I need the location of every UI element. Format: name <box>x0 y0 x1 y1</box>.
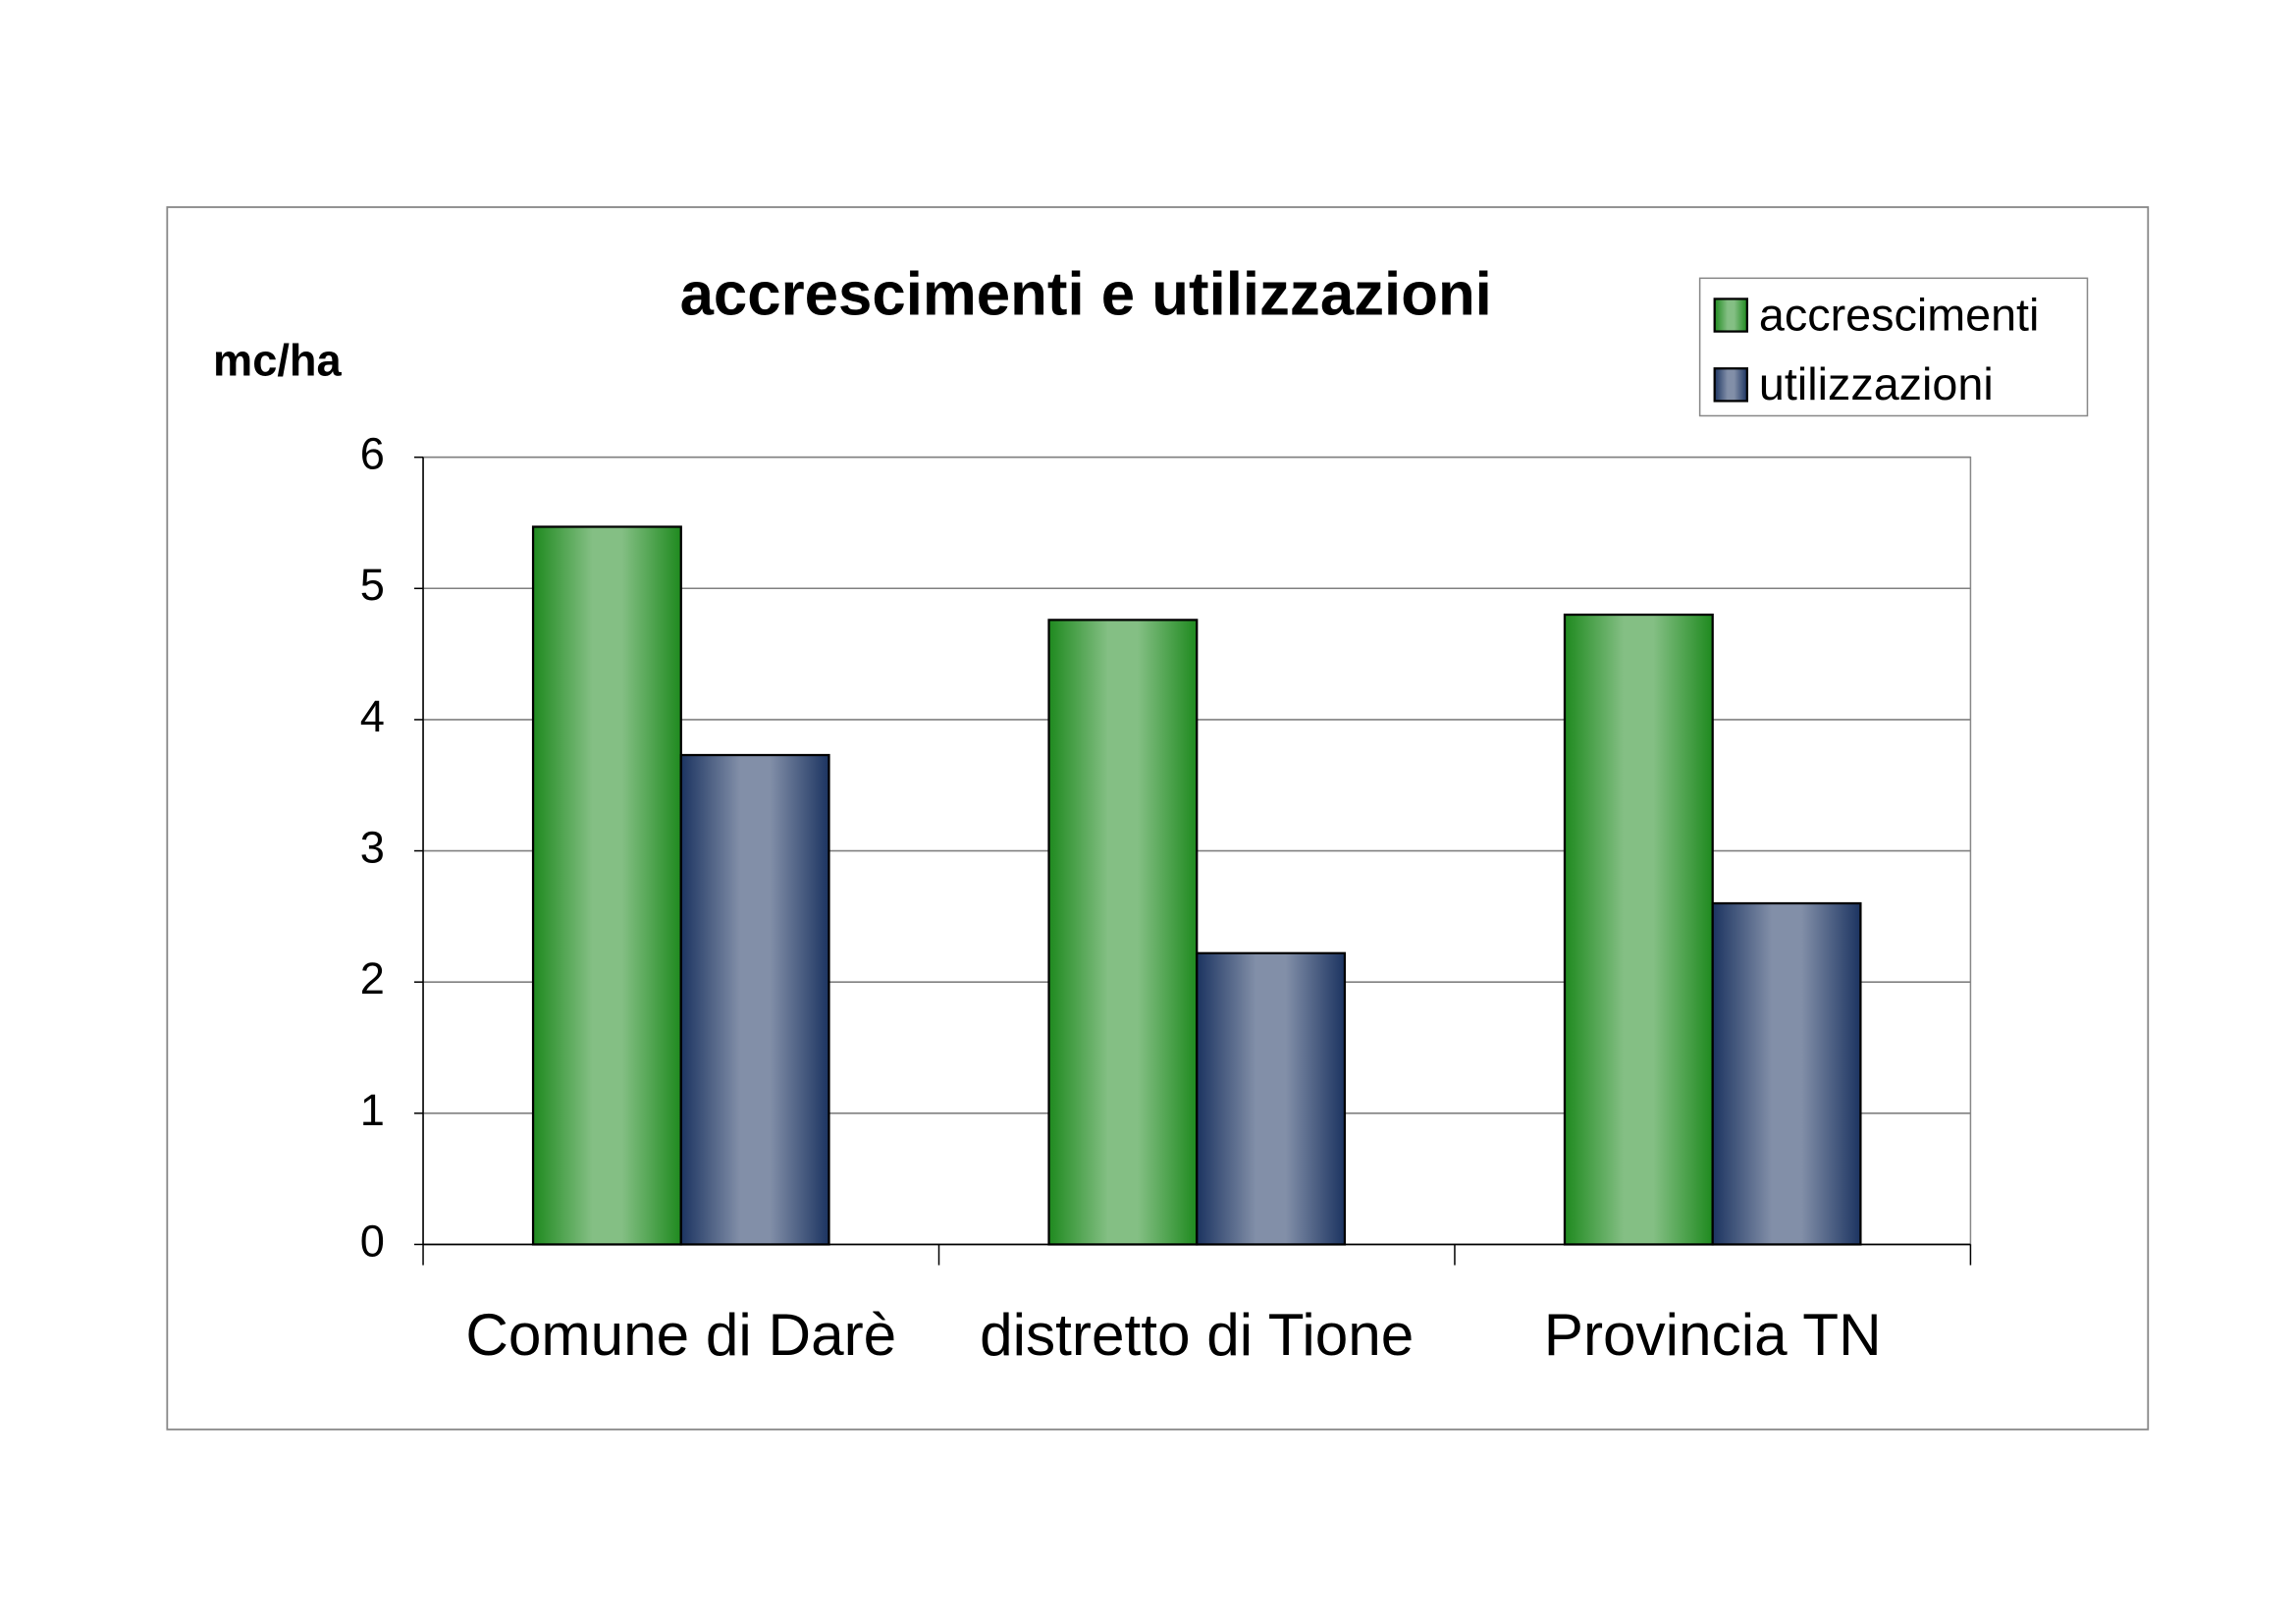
y-tick-label: 0 <box>360 1216 385 1266</box>
bar <box>531 525 682 1246</box>
y-tick-label: 3 <box>360 822 385 872</box>
legend-label: accrescimenti <box>1759 289 2039 340</box>
chart-title: accrescimenti e utilizzazioni <box>680 261 1492 329</box>
bar <box>1563 613 1714 1246</box>
y-tick-label: 2 <box>360 953 385 1003</box>
y-axis-label: mc/ha <box>213 336 343 386</box>
legend-label: utilizzazioni <box>1759 358 1994 409</box>
bar <box>1196 951 1347 1246</box>
y-tick-label: 5 <box>360 560 385 610</box>
y-tick-label: 1 <box>360 1085 385 1135</box>
y-tick-label: 4 <box>360 691 385 741</box>
legend-swatch <box>1713 298 1748 333</box>
bar <box>1047 619 1199 1246</box>
legend-swatch <box>1713 367 1748 403</box>
x-tick-label: distretto di Tione <box>980 1301 1414 1368</box>
y-tick-label: 6 <box>360 429 385 479</box>
x-tick-label: Comune di Darè <box>465 1301 896 1368</box>
bar <box>679 753 830 1246</box>
legend-frame <box>1698 277 2089 417</box>
x-tick-label: Provincia TN <box>1544 1301 1882 1368</box>
bar <box>1711 901 1862 1246</box>
